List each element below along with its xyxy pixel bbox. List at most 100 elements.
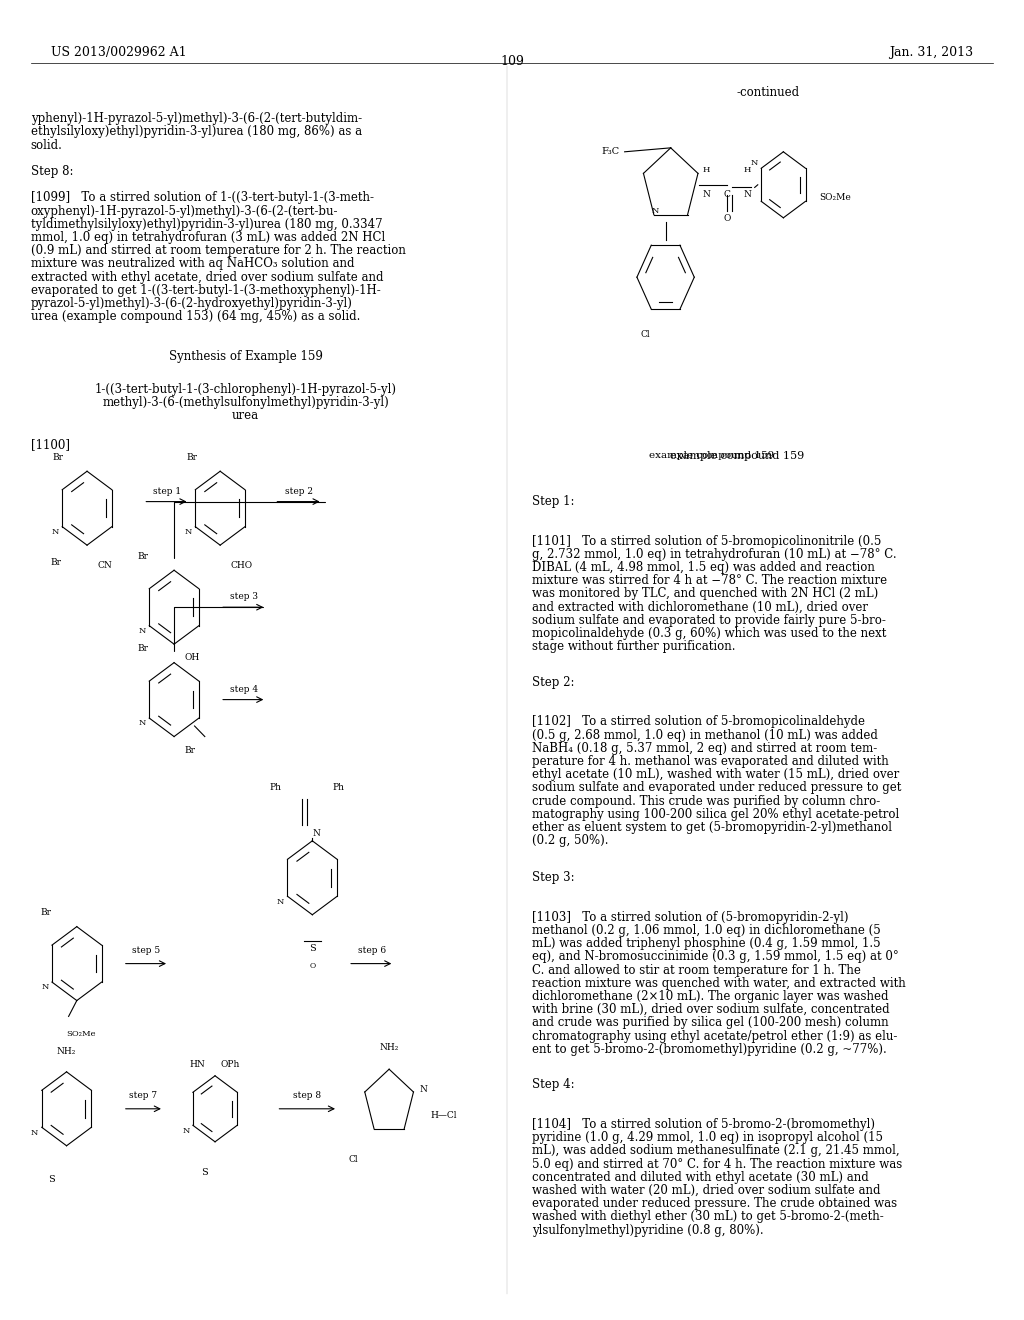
- Text: [1100]: [1100]: [31, 438, 70, 451]
- Text: perature for 4 h. methanol was evaporated and diluted with: perature for 4 h. methanol was evaporate…: [532, 755, 889, 768]
- Text: -continued: -continued: [736, 86, 800, 99]
- Text: methyl)-3-(6-(methylsulfonylmethyl)pyridin-3-yl): methyl)-3-(6-(methylsulfonylmethyl)pyrid…: [102, 396, 389, 409]
- Text: N: N: [312, 829, 321, 838]
- Text: concentrated and diluted with ethyl acetate (30 mL) and: concentrated and diluted with ethyl acet…: [532, 1171, 869, 1184]
- Text: N: N: [138, 719, 145, 727]
- Text: Br: Br: [53, 453, 63, 462]
- Text: Br: Br: [138, 552, 148, 561]
- Text: N: N: [743, 190, 752, 199]
- Text: sodium sulfate and evaporated under reduced pressure to get: sodium sulfate and evaporated under redu…: [532, 781, 902, 795]
- Text: ether as eluent system to get (5-bromopyridin-2-yl)methanol: ether as eluent system to get (5-bromopy…: [532, 821, 893, 834]
- Text: methanol (0.2 g, 1.06 mmol, 1.0 eq) in dichloromethane (5: methanol (0.2 g, 1.06 mmol, 1.0 eq) in d…: [532, 924, 882, 937]
- Text: N: N: [182, 1126, 189, 1135]
- Text: OH: OH: [184, 653, 200, 663]
- Text: (0.5 g, 2.68 mmol, 1.0 eq) in methanol (10 mL) was added: (0.5 g, 2.68 mmol, 1.0 eq) in methanol (…: [532, 729, 879, 742]
- Text: oxyphenyl)-1H-pyrazol-5-yl)methyl)-3-(6-(2-(tert-bu-: oxyphenyl)-1H-pyrazol-5-yl)methyl)-3-(6-…: [31, 205, 338, 218]
- Text: eq), and N-bromosuccinimide (0.3 g, 1.59 mmol, 1.5 eq) at 0°: eq), and N-bromosuccinimide (0.3 g, 1.59…: [532, 950, 899, 964]
- Text: O: O: [309, 962, 315, 970]
- Text: N: N: [751, 158, 758, 168]
- Text: Step 4:: Step 4:: [532, 1078, 575, 1092]
- Text: OPh: OPh: [220, 1060, 240, 1069]
- Text: (0.2 g, 50%).: (0.2 g, 50%).: [532, 834, 609, 847]
- Text: washed with diethyl ether (30 mL) to get 5-bromo-2-(meth-: washed with diethyl ether (30 mL) to get…: [532, 1210, 885, 1224]
- Text: washed with water (20 mL), dried over sodium sulfate and: washed with water (20 mL), dried over so…: [532, 1184, 881, 1197]
- Text: US 2013/0029962 A1: US 2013/0029962 A1: [51, 46, 186, 59]
- Text: urea (example compound 153) (64 mg, 45%) as a solid.: urea (example compound 153) (64 mg, 45%)…: [31, 310, 360, 323]
- Text: ethylsilyloxy)ethyl)pyridin-3-yl)urea (180 mg, 86%) as a: ethylsilyloxy)ethyl)pyridin-3-yl)urea (1…: [31, 125, 361, 139]
- Text: CHO: CHO: [230, 561, 253, 570]
- Text: Cl: Cl: [640, 330, 650, 339]
- Text: NH₂: NH₂: [380, 1043, 398, 1052]
- Text: evaporated to get 1-((3-tert-butyl-1-(3-methoxyphenyl)-1H-: evaporated to get 1-((3-tert-butyl-1-(3-…: [31, 284, 381, 297]
- Text: mixture was neutralized with aq NaHCO₃ solution and: mixture was neutralized with aq NaHCO₃ s…: [31, 257, 354, 271]
- Text: Step 1:: Step 1:: [532, 495, 575, 508]
- Text: sodium sulfate and evaporated to provide fairly pure 5-bro-: sodium sulfate and evaporated to provide…: [532, 614, 887, 627]
- Text: step 2: step 2: [285, 487, 313, 495]
- Text: H—Cl: H—Cl: [430, 1111, 457, 1119]
- Text: with brine (30 mL), dried over sodium sulfate, concentrated: with brine (30 mL), dried over sodium su…: [532, 1003, 890, 1016]
- Text: Br: Br: [138, 644, 148, 653]
- Text: crude compound. This crude was purified by column chro-: crude compound. This crude was purified …: [532, 795, 881, 808]
- Text: pyridine (1.0 g, 4.29 mmol, 1.0 eq) in isopropyl alcohol (15: pyridine (1.0 g, 4.29 mmol, 1.0 eq) in i…: [532, 1131, 884, 1144]
- Text: Cl: Cl: [349, 1155, 358, 1164]
- Text: step 6: step 6: [357, 946, 386, 954]
- Text: [1102]   To a stirred solution of 5-bromopicolinaldehyde: [1102] To a stirred solution of 5-bromop…: [532, 715, 865, 729]
- Text: Step 3:: Step 3:: [532, 871, 575, 884]
- Text: mL) was added triphenyl phosphine (0.4 g, 1.59 mmol, 1.5: mL) was added triphenyl phosphine (0.4 g…: [532, 937, 881, 950]
- Text: NH₂: NH₂: [57, 1047, 76, 1056]
- Text: H: H: [702, 166, 711, 174]
- Text: Br: Br: [50, 558, 61, 568]
- Text: was monitored by TLC, and quenched with 2N HCl (2 mL): was monitored by TLC, and quenched with …: [532, 587, 879, 601]
- Text: N: N: [651, 207, 659, 215]
- Text: 109: 109: [500, 55, 524, 69]
- Text: Br: Br: [186, 453, 197, 462]
- Text: step 4: step 4: [229, 685, 258, 693]
- Text: S: S: [309, 944, 315, 953]
- Text: dichloromethane (2×10 mL). The organic layer was washed: dichloromethane (2×10 mL). The organic l…: [532, 990, 889, 1003]
- Text: SO₂Me: SO₂Me: [819, 194, 851, 202]
- Text: N: N: [420, 1085, 428, 1093]
- Text: step 7: step 7: [129, 1092, 158, 1100]
- Text: evaporated under reduced pressure. The crude obtained was: evaporated under reduced pressure. The c…: [532, 1197, 898, 1210]
- Text: example compound 159: example compound 159: [649, 451, 774, 461]
- Text: mopicolinaldehyde (0.3 g, 60%) which was used to the next: mopicolinaldehyde (0.3 g, 60%) which was…: [532, 627, 887, 640]
- Text: stage without further purification.: stage without further purification.: [532, 640, 736, 653]
- Text: Br: Br: [40, 908, 51, 917]
- Text: C. and allowed to stir at room temperature for 1 h. The: C. and allowed to stir at room temperatu…: [532, 964, 861, 977]
- Text: solid.: solid.: [31, 139, 62, 152]
- Text: Br: Br: [184, 746, 196, 755]
- Text: [1103]   To a stirred solution of (5-bromopyridin-2-yl): [1103] To a stirred solution of (5-bromo…: [532, 911, 849, 924]
- Text: S: S: [202, 1168, 208, 1177]
- Text: [1099]   To a stirred solution of 1-((3-tert-butyl-1-(3-meth-: [1099] To a stirred solution of 1-((3-te…: [31, 191, 374, 205]
- Text: [1104]   To a stirred solution of 5-bromo-2-(bromomethyl): [1104] To a stirred solution of 5-bromo-…: [532, 1118, 876, 1131]
- Text: O: O: [723, 214, 731, 223]
- Text: extracted with ethyl acetate, dried over sodium sulfate and: extracted with ethyl acetate, dried over…: [31, 271, 383, 284]
- Text: and crude was purified by silica gel (100-200 mesh) column: and crude was purified by silica gel (10…: [532, 1016, 889, 1030]
- Text: Jan. 31, 2013: Jan. 31, 2013: [889, 46, 973, 59]
- Text: Ph: Ph: [269, 783, 282, 792]
- Text: N: N: [31, 1129, 38, 1137]
- Text: ylsulfonylmethyl)pyridine (0.8 g, 80%).: ylsulfonylmethyl)pyridine (0.8 g, 80%).: [532, 1224, 764, 1237]
- Text: S: S: [48, 1175, 54, 1184]
- Text: NaBH₄ (0.18 g, 5.37 mmol, 2 eq) and stirred at room tem-: NaBH₄ (0.18 g, 5.37 mmol, 2 eq) and stir…: [532, 742, 878, 755]
- Text: step 8: step 8: [293, 1092, 322, 1100]
- Text: step 3: step 3: [229, 593, 258, 601]
- Text: Synthesis of Example 159: Synthesis of Example 159: [169, 350, 323, 363]
- Text: ethyl acetate (10 mL), washed with water (15 mL), dried over: ethyl acetate (10 mL), washed with water…: [532, 768, 900, 781]
- Text: pyrazol-5-yl)methyl)-3-(6-(2-hydroxyethyl)pyridin-3-yl): pyrazol-5-yl)methyl)-3-(6-(2-hydroxyethy…: [31, 297, 352, 310]
- Text: N: N: [41, 983, 48, 991]
- Text: g, 2.732 mmol, 1.0 eq) in tetrahydrofuran (10 mL) at −78° C.: g, 2.732 mmol, 1.0 eq) in tetrahydrofura…: [532, 548, 897, 561]
- Text: N: N: [702, 190, 711, 199]
- Text: N: N: [184, 528, 191, 536]
- Text: reaction mixture was quenched with water, and extracted with: reaction mixture was quenched with water…: [532, 977, 906, 990]
- Text: (0.9 mL) and stirred at room temperature for 2 h. The reaction: (0.9 mL) and stirred at room temperature…: [31, 244, 406, 257]
- Text: chromatography using ethyl acetate/petrol ether (1:9) as elu-: chromatography using ethyl acetate/petro…: [532, 1030, 898, 1043]
- Text: and extracted with dichloromethane (10 mL), dried over: and extracted with dichloromethane (10 m…: [532, 601, 868, 614]
- Text: CN: CN: [97, 561, 112, 570]
- Text: step 1: step 1: [153, 487, 181, 495]
- Text: N: N: [276, 898, 284, 906]
- Text: HN: HN: [189, 1060, 205, 1069]
- Text: Step 8:: Step 8:: [31, 165, 74, 178]
- Text: mixture was stirred for 4 h at −78° C. The reaction mixture: mixture was stirred for 4 h at −78° C. T…: [532, 574, 888, 587]
- Text: example compound 159: example compound 159: [670, 451, 805, 462]
